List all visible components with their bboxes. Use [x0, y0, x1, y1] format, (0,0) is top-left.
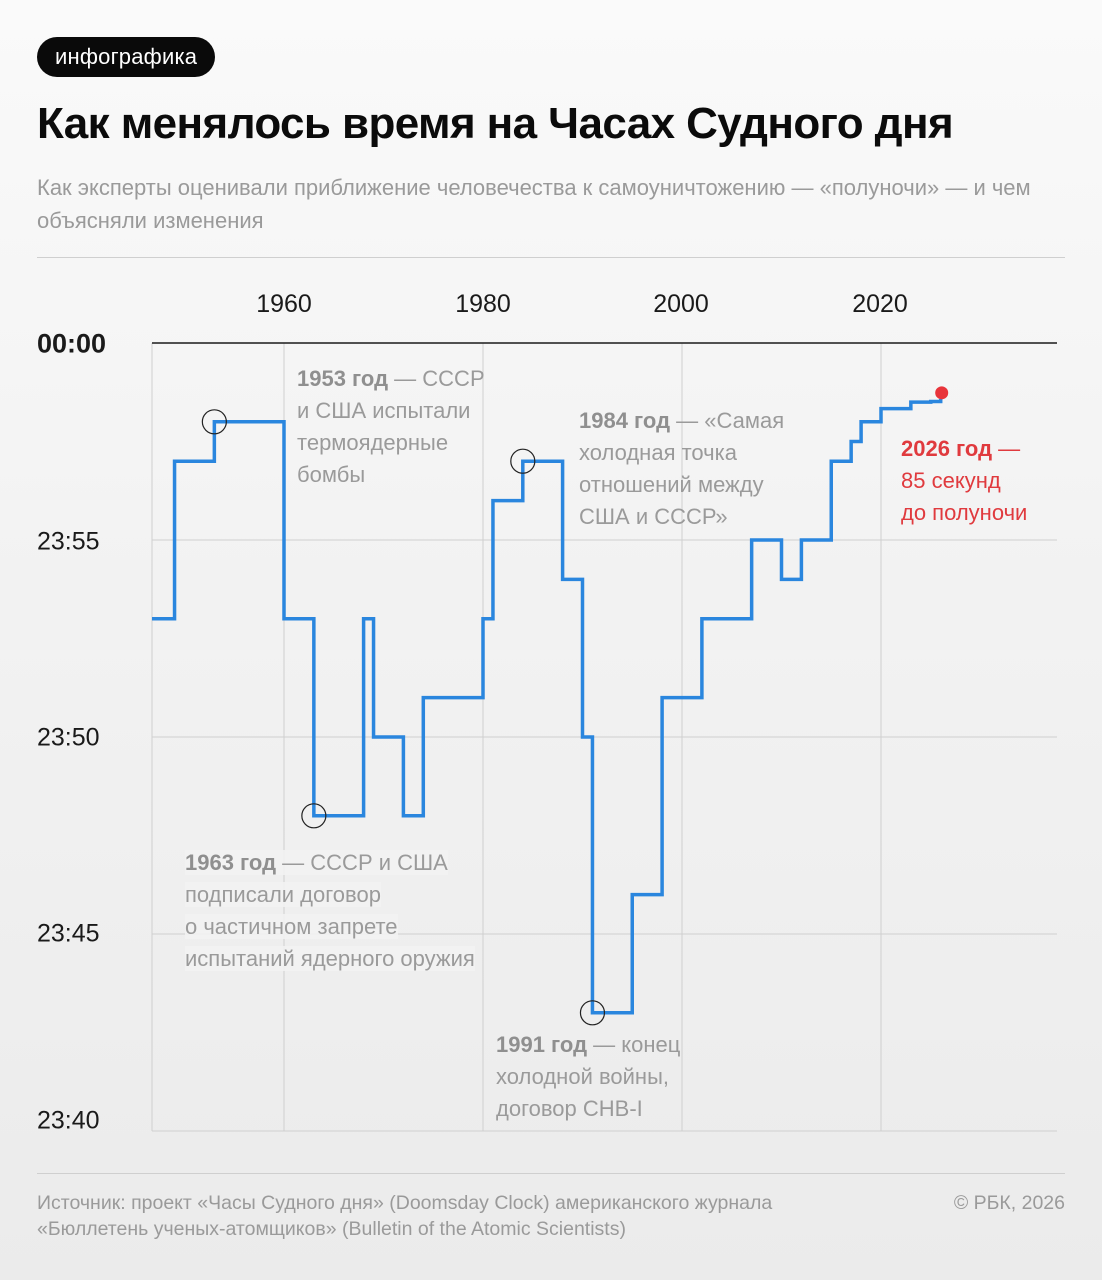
- annotation-1991-year: 1991 год: [496, 1032, 588, 1057]
- annotation-line: испытаний ядерного оружия: [185, 946, 475, 971]
- chart-grid: [151, 343, 1057, 1132]
- x-tick-1960: 1960: [256, 290, 312, 318]
- y-tick-2350: 23:50: [37, 723, 100, 752]
- annotation-line: — СССР: [394, 366, 485, 391]
- annotation-1963-year: 1963 год: [185, 850, 277, 875]
- annotation-line: договор СНВ-I: [496, 1096, 643, 1121]
- annotation-line: отношений между: [579, 472, 764, 497]
- annotation-line: холодная точка: [579, 440, 737, 465]
- annotation-line: холодной войны,: [496, 1064, 670, 1089]
- annotation-line: — СССР и США: [282, 850, 448, 875]
- x-tick-1980: 1980: [455, 290, 511, 318]
- footer-divider: [37, 1173, 1065, 1174]
- annotation-line: — «Самая: [676, 408, 785, 433]
- header-divider: [37, 257, 1065, 258]
- x-tick-2000: 2000: [653, 290, 709, 318]
- event-markers: [201, 409, 606, 1026]
- y-tick-2340: 23:40: [37, 1106, 100, 1135]
- annotation-1984: 1984 год — «Самая холодная точка отношен…: [579, 405, 839, 533]
- annotation-line: 85 секунд: [901, 468, 1001, 493]
- annotation-1953: 1953 год — СССР и США испытали термоядер…: [297, 363, 537, 491]
- annotation-line: — конец: [593, 1032, 681, 1057]
- annotation-1953-year: 1953 год: [297, 366, 389, 391]
- page-title: Как менялось время на Часах Судного дня: [37, 99, 954, 148]
- x-tick-2020: 2020: [852, 290, 908, 318]
- annotation-line: о частичном запрете: [185, 914, 398, 939]
- doomsday-step-line: [152, 398, 943, 1015]
- annotation-line: термоядерные: [297, 430, 449, 455]
- annotation-1963: 1963 год — СССР и США подписали договор …: [185, 847, 545, 975]
- annotation-line: —: [998, 436, 1021, 461]
- current-point-marker: [935, 386, 949, 400]
- annotation-line: до полуночи: [901, 500, 1028, 525]
- y-tick-2355: 23:55: [37, 527, 100, 556]
- annotation-1991: 1991 год — конец холодной войны, договор…: [496, 1029, 726, 1125]
- annotation-line: США и СССР»: [579, 504, 728, 529]
- copyright: © РБК, 2026: [953, 1192, 1065, 1214]
- annotation-line: и США испытали: [297, 398, 471, 423]
- annotation-2026: 2026 год — 85 секунд до полуночи: [901, 433, 1081, 529]
- annotation-1984-year: 1984 год: [579, 408, 671, 433]
- annotation-line: бомбы: [297, 462, 366, 487]
- page-subtitle: Как эксперты оценивали приближение челов…: [37, 175, 1031, 233]
- source-note: Источник: проект «Часы Судного дня» (Doo…: [37, 1192, 773, 1240]
- infographic-badge: инфографика: [37, 37, 216, 77]
- annotation-2026-year: 2026 год: [901, 436, 993, 461]
- y-tick-2345: 23:45: [37, 919, 100, 948]
- y-tick-0000: 00:00: [37, 328, 107, 359]
- annotation-line: подписали договор: [185, 882, 381, 907]
